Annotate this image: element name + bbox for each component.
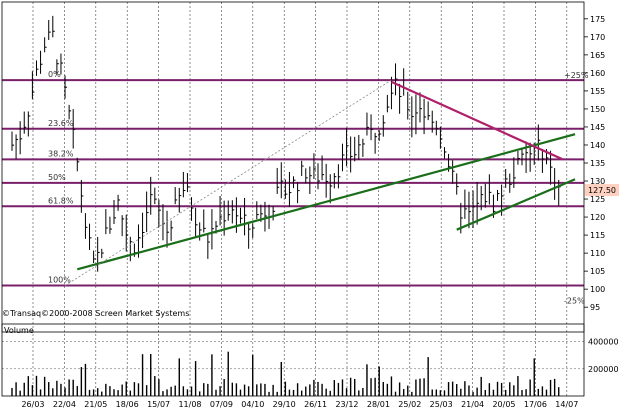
date-tick-label: 23/12 (335, 400, 358, 409)
volume-tick-label: 400000 (588, 338, 619, 347)
fib-level-label: 100% (48, 276, 71, 285)
date-tick-label: 25/02 (398, 400, 421, 409)
fib-level-label: 38.2% (48, 149, 74, 158)
last-price-marker (585, 184, 619, 197)
date-tick-label: 25/03 (430, 400, 453, 409)
price-tick-label: 160 (590, 69, 605, 78)
date-tick-label: 15/07 (147, 400, 170, 409)
trendline-support-long (76, 133, 576, 271)
date-tick-label: 29/10 (273, 400, 296, 409)
trendline-fib-diagonal (64, 79, 392, 286)
price-panel-frame (1, 1, 585, 333)
last-price-label: 127.50 (588, 186, 616, 195)
date-tick-label: 11/08 (178, 400, 201, 409)
trendlines (64, 79, 576, 286)
date-tick-label: 07/09 (210, 400, 233, 409)
price-tick-label: 150 (590, 105, 605, 114)
date-tick-label: 21/04 (461, 400, 484, 409)
price-tick-label: 170 (590, 33, 605, 42)
trendline-resistance (390, 80, 564, 161)
date-tick-label: 26/03 (21, 400, 44, 409)
price-tick-label: 125 (590, 195, 605, 204)
price-tick-label: 145 (590, 123, 605, 132)
date-tick-label: 26/11 (304, 400, 327, 409)
price-tick-label: 155 (590, 87, 605, 96)
price-tick-label: 165 (590, 51, 605, 60)
fib-extension-label: +25% (564, 71, 589, 80)
date-tick-label: 18/06 (116, 400, 139, 409)
volume-bars (11, 351, 560, 396)
date-tick-label: 21/05 (84, 400, 107, 409)
price-tick-label: 105 (590, 267, 605, 276)
price-tick-label: 135 (590, 159, 605, 168)
fibonacci-levels: 0% 23.6% 38.2% 50% 61.8% 100% +25% -25% (2, 70, 589, 305)
fib-level-label: 61.8% (48, 196, 74, 205)
price-tick-label: 100 (590, 285, 605, 294)
price-tick-label: 115 (590, 231, 605, 240)
price-tick-label: 140 (590, 141, 605, 150)
trendline-support-short (456, 178, 576, 231)
date-tick-label: 17/06 (524, 400, 547, 409)
date-tick-label: 14/07 (555, 400, 578, 409)
volume-panel-frame (1, 323, 585, 397)
volume-label: Volume (4, 326, 34, 335)
fib-extension-label: -25% (564, 296, 585, 305)
date-tick-label: 28/01 (367, 400, 390, 409)
watermark: ©Transaq©2000-2008 Screen Market Systems (2, 309, 189, 318)
date-tick-label: 20/05 (492, 400, 515, 409)
fib-level-label: 0% (48, 70, 61, 79)
price-tick-label: 110 (590, 249, 605, 258)
price-tick-label: 120 (590, 213, 605, 222)
price-tick-label: 175 (590, 15, 605, 24)
price-tick-label: 130 (590, 177, 605, 186)
price-bars (11, 15, 561, 272)
volume-tick-label: 200000 (588, 365, 619, 374)
price-tick-label: 95 (590, 303, 600, 312)
date-tick-label: 22/04 (53, 400, 76, 409)
fib-level-label: 50% (48, 173, 66, 182)
date-tick-label: 04/10 (241, 400, 264, 409)
fib-level-label: 23.6% (48, 119, 74, 128)
